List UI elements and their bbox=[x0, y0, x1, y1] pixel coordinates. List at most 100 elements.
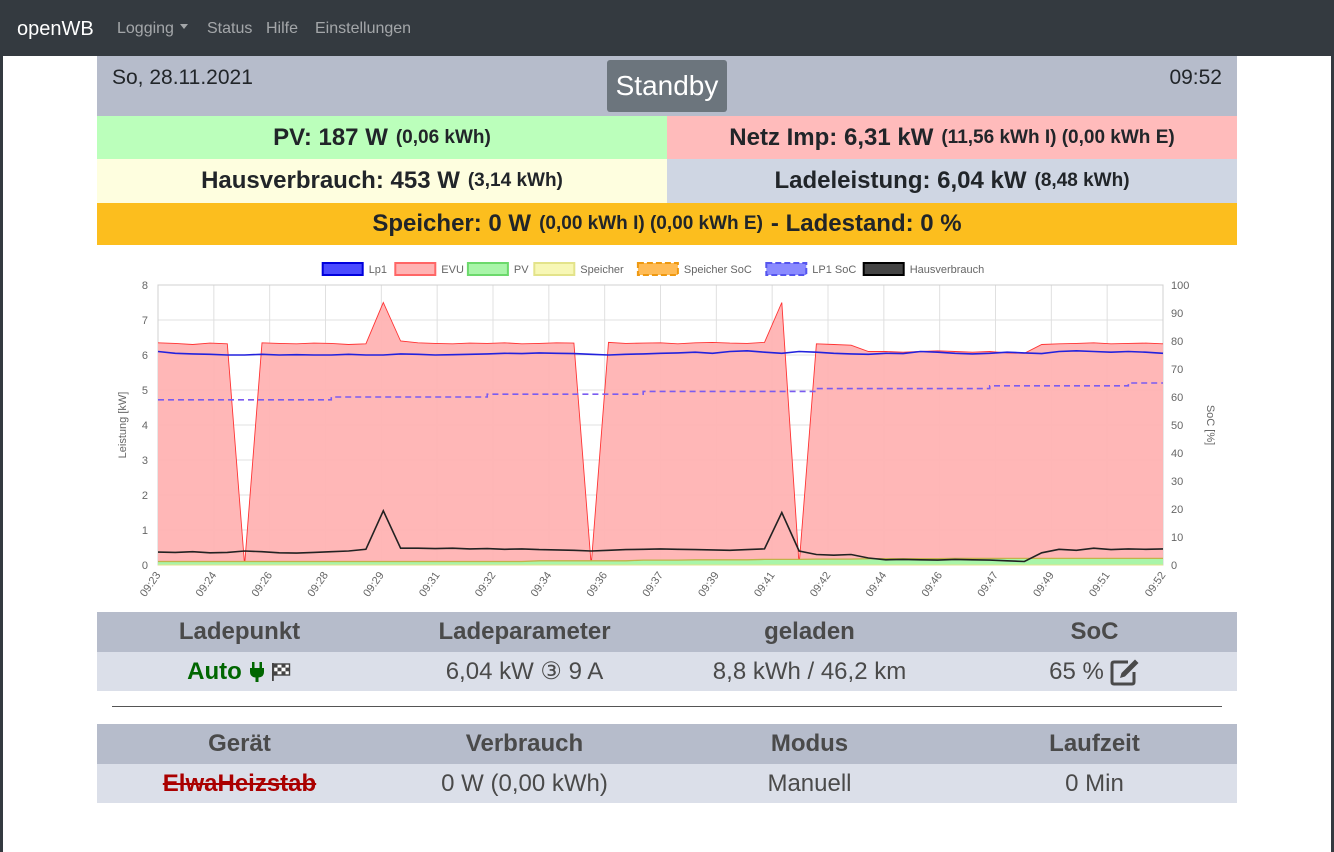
lp1-line bbox=[157, 349, 1164, 356]
divider bbox=[112, 706, 1222, 707]
caret-down-icon bbox=[179, 24, 188, 30]
geladen-value: 8,8 kWh / 46,2 km bbox=[712, 657, 907, 685]
verbrauch-value: 0 W (0,00 kWh) bbox=[441, 769, 608, 797]
lademodus-button[interactable]: Auto bbox=[187, 657, 242, 685]
y-axis-label: Leistung [kW] bbox=[117, 392, 129, 459]
nav-logging-label: Logging bbox=[117, 20, 174, 37]
legend-label: LP1 SoC bbox=[812, 264, 856, 276]
y2-tick-label: 20 bbox=[1171, 504, 1183, 516]
y2-tick-label: 90 bbox=[1171, 308, 1183, 320]
y-tick-label: 0 bbox=[142, 560, 148, 572]
checkered-flag-icon[interactable] bbox=[270, 662, 292, 682]
x-tick-label: 09:41 bbox=[752, 570, 778, 599]
laufzeit-value: 0 Min bbox=[1065, 769, 1124, 797]
edit-icon[interactable] bbox=[1110, 658, 1140, 686]
x-tick-label: 09:51 bbox=[1087, 570, 1113, 599]
lade-main: Ladeleistung: 6,04 kW bbox=[774, 167, 1027, 194]
soc-value: 65 % bbox=[1049, 657, 1104, 685]
x-tick-label: 09:52 bbox=[1143, 570, 1169, 599]
header-geraet: Gerät bbox=[208, 730, 271, 757]
ladeleistung-tile: Ladeleistung: 6,04 kW (8,48 kWh) bbox=[667, 159, 1237, 203]
y2-tick-label: 60 bbox=[1171, 392, 1183, 404]
y2-tick-label: 40 bbox=[1171, 448, 1183, 460]
y-tick-label: 7 bbox=[142, 315, 148, 327]
nav-hilfe[interactable]: Hilfe bbox=[266, 20, 299, 37]
y2-axis-label: SoC [%] bbox=[1204, 405, 1216, 445]
y-tick-label: 2 bbox=[142, 490, 148, 502]
header-modus: Modus bbox=[770, 730, 849, 757]
speicher-main: Speicher: 0 W bbox=[372, 210, 532, 237]
hausverbrauch-line bbox=[157, 508, 1164, 563]
netz-main: Netz Imp: 6,31 kW bbox=[729, 123, 934, 151]
y-tick-label: 6 bbox=[142, 350, 148, 362]
nav-einstellungen[interactable]: Einstellungen bbox=[315, 20, 412, 37]
pv-line bbox=[158, 557, 1163, 563]
brand-logo[interactable]: openWB bbox=[17, 18, 94, 40]
y-tick-label: 5 bbox=[142, 385, 148, 397]
right-edge bbox=[1331, 56, 1334, 852]
x-tick-label: 09:42 bbox=[808, 570, 834, 599]
netz-sub: (11,56 kWh I) (0,00 kWh E) bbox=[941, 126, 1175, 148]
x-tick-label: 09:24 bbox=[194, 570, 220, 599]
y2-tick-label: 100 bbox=[1171, 280, 1189, 292]
x-tick-label: 09:37 bbox=[640, 570, 666, 599]
power-chart: 0 1 2 3 4 5 6 7 8 0 10 20 30 40 50 60 70 80 90 100 09:23 09:2… bbox=[110, 255, 1225, 610]
x-tick-label: 09:39 bbox=[696, 570, 722, 599]
navbar: openWB Logging Status Hilfe Einstellunge… bbox=[0, 0, 1334, 56]
legend-swatch bbox=[636, 262, 679, 276]
table-row: Auto 6,04 kW ③ 9 A 8,8 kWh / 46,2 km 65 … bbox=[97, 652, 1237, 691]
left-edge bbox=[0, 56, 3, 852]
x-tick-label: 09:26 bbox=[250, 570, 276, 599]
y-tick-label: 8 bbox=[142, 280, 148, 292]
pv-main: PV: 187 W bbox=[273, 123, 388, 151]
x-tick-label: 09:47 bbox=[975, 570, 1001, 599]
legend-label: PV bbox=[514, 264, 529, 276]
x-tick-label: 09:32 bbox=[473, 570, 499, 599]
geraete-table: Gerät Verbrauch Modus Laufzeit ElwaHeizs… bbox=[97, 724, 1237, 803]
y2-tick-label: 30 bbox=[1171, 476, 1183, 488]
legend-label: Speicher bbox=[580, 264, 624, 276]
y2-tick-label: 0 bbox=[1171, 560, 1177, 572]
netz-tile: Netz Imp: 6,31 kW (11,56 kWh I) (0,00 kWh… bbox=[667, 116, 1237, 159]
speicher-ladestand: - Ladestand: 0 % bbox=[770, 210, 962, 237]
legend-label: EVU bbox=[441, 264, 464, 276]
table-row: ElwaHeizstab 0 W (0,00 kWh) Manuell 0 Mi… bbox=[97, 764, 1237, 803]
legend-label: Speicher SoC bbox=[684, 264, 752, 276]
pv-sub: (0,06 kWh) bbox=[395, 126, 491, 148]
x-tick-label: 09:29 bbox=[361, 570, 387, 599]
date-label: So, 28.11.2021 bbox=[112, 66, 253, 89]
legend-swatch bbox=[394, 262, 437, 276]
plug-icon bbox=[249, 661, 264, 682]
x-tick-label: 09:34 bbox=[529, 570, 555, 599]
speicher-sub: (0,00 kWh I) (0,00 kWh E) bbox=[539, 213, 763, 234]
legend-swatch bbox=[862, 262, 905, 276]
evu-area bbox=[158, 302, 1163, 565]
legend-swatch bbox=[765, 262, 808, 276]
legend-swatch bbox=[533, 262, 576, 276]
speicher-tile: Speicher: 0 W (0,00 kWh I) (0,00 kWh E) - … bbox=[97, 203, 1237, 245]
haus-sub: (3,14 kWh) bbox=[467, 170, 563, 191]
y-tick-label: 3 bbox=[142, 455, 148, 467]
header-bar: So, 28.11.2021 Standby 09:52 bbox=[97, 56, 1237, 116]
pv-tile: PV: 187 W (0,06 kWh) bbox=[97, 116, 667, 159]
y2-tick-label: 10 bbox=[1171, 532, 1183, 544]
x-tick-label: 09:23 bbox=[138, 570, 164, 599]
y2-tick-label: 50 bbox=[1171, 420, 1183, 432]
legend-label: Lp1 bbox=[369, 264, 387, 276]
standby-button[interactable]: Standby bbox=[607, 60, 727, 112]
x-tick-label: 09:28 bbox=[305, 570, 331, 599]
y-tick-label: 4 bbox=[142, 420, 148, 432]
header-laufzeit: Laufzeit bbox=[1049, 730, 1140, 757]
header-verbrauch: Verbrauch bbox=[465, 730, 584, 757]
ladepunkt-table-header: Ladepunkt Ladeparameter geladen SoC bbox=[97, 612, 1237, 652]
ladeparameter-value: 6,04 kW ③ 9 A bbox=[445, 658, 604, 685]
x-tick-label: 09:46 bbox=[920, 570, 946, 599]
nav-logging-dropdown[interactable]: Logging bbox=[117, 20, 188, 38]
y2-tick-label: 80 bbox=[1171, 336, 1183, 348]
evu-line bbox=[157, 301, 1164, 566]
x-tick-label: 09:36 bbox=[585, 570, 611, 599]
geraet-name[interactable]: ElwaHeizstab bbox=[162, 769, 317, 797]
nav-status[interactable]: Status bbox=[207, 20, 253, 37]
legend-label: Hausverbrauch bbox=[910, 264, 985, 276]
